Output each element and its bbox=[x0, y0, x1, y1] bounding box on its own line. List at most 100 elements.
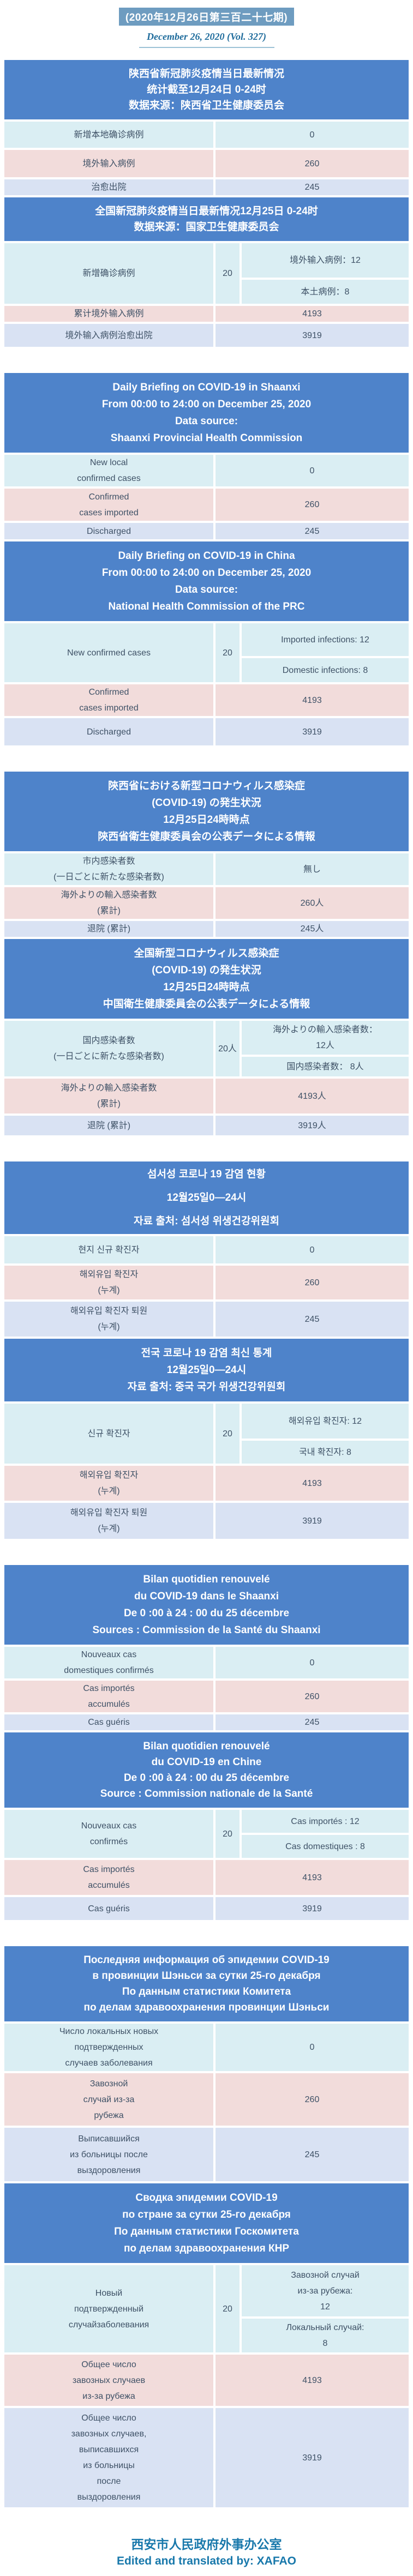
footer-credit: Edited and translated by: XAFAO bbox=[116, 2555, 297, 2567]
breakdown-cell: Cas importés : 12 bbox=[242, 1810, 409, 1833]
header-line: Bilan quotidien renouvelé bbox=[143, 1574, 270, 1585]
row-label-line: 治愈出院 bbox=[91, 183, 127, 192]
row-value: 0 bbox=[216, 1647, 409, 1678]
table-row: 신규 확진자 20 해외유입 확진자: 12 국내 확진자: 8 bbox=[4, 1404, 409, 1464]
header-line: De 0 :00 à 24 : 00 du 25 décembre bbox=[123, 1772, 290, 1784]
header-line: 陝西省衛生健康委員会の公表データによる情報 bbox=[98, 831, 315, 842]
row-label-line: 新增确诊病例 bbox=[82, 269, 135, 278]
table-row: Общее число завозных случаев, выписавшихся… bbox=[4, 2408, 409, 2507]
row-label-line: Общее число bbox=[81, 2360, 136, 2369]
row-label-line: Общее число bbox=[81, 2414, 136, 2423]
table-header: 全国新型コロナウィルス感染症 (COVID-19) の発生状況 12月25日24時時… bbox=[4, 939, 409, 1019]
header-line: 12월25일0—24시 bbox=[166, 1192, 247, 1203]
header-line: по стране за сутки 25-го декабря bbox=[122, 2209, 291, 2220]
row-value: 4193 bbox=[216, 1860, 409, 1895]
row-label-line: случаев заболевания bbox=[65, 2059, 153, 2068]
row-value: 260 bbox=[216, 1681, 409, 1712]
row-label: 해외유입 확진자 퇴원 (누계) bbox=[4, 1503, 213, 1539]
row-label-line: из-за рубежа bbox=[82, 2391, 135, 2401]
header-line: в провинции Шэньси за сутки 25-го декабр… bbox=[92, 1970, 321, 1982]
table-header: Daily Briefing on COVID-19 in China From … bbox=[4, 541, 409, 621]
row-label-line: Cas guéris bbox=[88, 1718, 130, 1727]
header-line: De 0 :00 à 24 : 00 du 25 décembre bbox=[123, 1608, 290, 1619]
breakdown-cell: Cas domestiques : 8 bbox=[242, 1835, 409, 1858]
row-value: 4193 bbox=[216, 684, 409, 716]
table-row: 境外输入病例治愈出院 3919 bbox=[4, 324, 409, 347]
table-header: 전국 코로나 19 감염 최신 통계 12월25일0—24시 자료 출처: 중국 국… bbox=[4, 1339, 409, 1401]
header-line: National Health Commission of the PRC bbox=[108, 601, 305, 612]
row-label: Выписавшийся из больницы после выздоровлен… bbox=[4, 2128, 213, 2181]
header-line: 数据来源：国家卫生健康委员会 bbox=[134, 221, 279, 233]
row-value: 245 bbox=[216, 523, 409, 539]
row-label-line: 累计境外输入病例 bbox=[74, 309, 144, 318]
table-japanese-1: 陝西省における新型コロナウィルス感染症 (COVID-19) の発生状況 12月25… bbox=[4, 772, 409, 937]
row-label-line: 退院 (累計) bbox=[87, 1121, 131, 1130]
breakdown-cell: Imported infections: 12 bbox=[242, 623, 409, 656]
section-english: Daily Briefing on COVID-19 in Shaanxi Fro… bbox=[0, 373, 413, 745]
row-label: Discharged bbox=[4, 718, 213, 745]
row-label: 国内感染者数 (一日ごとに新たな感染者数) bbox=[4, 1021, 213, 1076]
table-header: Последняя информация об эпидемии COVID-1… bbox=[4, 1946, 409, 2021]
header-line: Сводка эпидемии COVID-19 bbox=[135, 2192, 278, 2204]
breakdown-line: Domestic infections: 8 bbox=[282, 665, 368, 675]
row-breakdown: Imported infections: 12 Domestic infectio… bbox=[242, 623, 409, 682]
table-english-2: Daily Briefing on COVID-19 in China From … bbox=[4, 541, 409, 745]
breakdown-cell: Локальный случай: 8 bbox=[242, 2319, 409, 2352]
row-label: 신규 확진자 bbox=[4, 1404, 213, 1464]
row-label-line: подтвержденных bbox=[74, 2043, 143, 2052]
table-header: Daily Briefing on COVID-19 in Shaanxi Fro… bbox=[4, 373, 409, 453]
row-label-line: domestiques confirmés bbox=[64, 1666, 154, 1675]
row-value: 4193 bbox=[216, 1466, 409, 1501]
section-japanese: 陝西省における新型コロナウィルス感染症 (COVID-19) の発生状況 12月25… bbox=[0, 772, 413, 1135]
row-label-line: cases imported bbox=[79, 703, 139, 713]
row-label: 해외유입 확진자 (누계) bbox=[4, 1266, 213, 1299]
row-label-line: 国内感染者数 bbox=[82, 1036, 135, 1045]
table-japanese-2: 全国新型コロナウィルス感染症 (COVID-19) の発生状況 12月25日24時時… bbox=[4, 939, 409, 1135]
row-total-value: 20 bbox=[216, 1404, 240, 1464]
table-row: 海外よりの輸入感染者数 (累計) 4193人 bbox=[4, 1079, 409, 1114]
row-label-line: 해외유입 확진자 bbox=[79, 1270, 139, 1279]
table-french-2: Bilan quotidien renouvelé du COVID-19 en … bbox=[4, 1732, 409, 1920]
header-line: Последняя информация об эпидемии COVID-1… bbox=[83, 1954, 330, 1966]
row-total-value: 20 bbox=[216, 623, 240, 682]
row-label: 境外输入病例治愈出院 bbox=[4, 324, 213, 347]
row-label-line: 市内感染者数 bbox=[82, 857, 135, 866]
row-label: 新增确诊病例 bbox=[4, 243, 213, 304]
table-header: Bilan quotidien renouvelé du COVID-19 en … bbox=[4, 1732, 409, 1808]
row-label-line: Confirmed bbox=[88, 492, 129, 502]
table-russian-1: Последняя информация об эпидемии COVID-1… bbox=[4, 1946, 409, 2181]
row-label-line: (一日ごとに新たな感染者数) bbox=[53, 1052, 164, 1061]
row-label-line: после bbox=[97, 2477, 121, 2486]
table-row: Выписавшийся из больницы после выздоровлен… bbox=[4, 2128, 409, 2181]
header-line: 섬서성 코로나 19 감염 현황 bbox=[147, 1169, 266, 1180]
row-value: 3919 bbox=[216, 1897, 409, 1920]
row-total-value: 20 bbox=[216, 243, 240, 304]
breakdown-line: 本土病例：8 bbox=[301, 287, 350, 297]
row-label: Nouveaux cas confirmés bbox=[4, 1810, 213, 1858]
header-line: Daily Briefing on COVID-19 in China bbox=[118, 550, 295, 562]
header-line: 数据来源：陕西省卫生健康委员会 bbox=[128, 100, 284, 111]
header-line: 全国新型コロナウィルス感染症 bbox=[134, 948, 279, 959]
row-label-line: accumulés bbox=[88, 1881, 130, 1890]
row-value: 4193 bbox=[216, 306, 409, 322]
row-label: Cas guéris bbox=[4, 1714, 213, 1730]
table-row: 退院 (累計) 245人 bbox=[4, 921, 409, 937]
row-label-line: confirmed cases bbox=[77, 474, 141, 483]
section-korean: 섬서성 코로나 19 감염 현황 12월25일0—24시 자료 출처: 섬서성 위생… bbox=[0, 1161, 413, 1539]
table-row: Confirmed cases imported 4193 bbox=[4, 684, 409, 716]
row-label-line: Выписавшийся bbox=[78, 2134, 140, 2144]
row-label: Число локальных новых подтвержденных случа… bbox=[4, 2024, 213, 2071]
row-value: 0 bbox=[216, 2024, 409, 2071]
breakdown-cell: 국내 확진자: 8 bbox=[242, 1441, 409, 1464]
breakdown-line: Cas importés : 12 bbox=[291, 1816, 360, 1826]
header-line: по делам здравоохранения провинции Шэньс… bbox=[83, 2002, 330, 2013]
footer: 西安市人民政府外事办公室 Edited and translated by: X… bbox=[0, 2536, 413, 2576]
row-label: Общее число завозных случаев, выписавшихся… bbox=[4, 2408, 213, 2507]
header-line: 陕西省新冠肺炎疫情当日最新情况 bbox=[128, 68, 284, 80]
table-row: Cas importés accumulés 260 bbox=[4, 1681, 409, 1712]
table-row: Cas guéris 245 bbox=[4, 1714, 409, 1730]
row-label-line: из больницы bbox=[83, 2461, 135, 2470]
table-row: Cas importés accumulés 4193 bbox=[4, 1860, 409, 1895]
row-breakdown: 해외유입 확진자: 12 국내 확진자: 8 bbox=[242, 1404, 409, 1464]
